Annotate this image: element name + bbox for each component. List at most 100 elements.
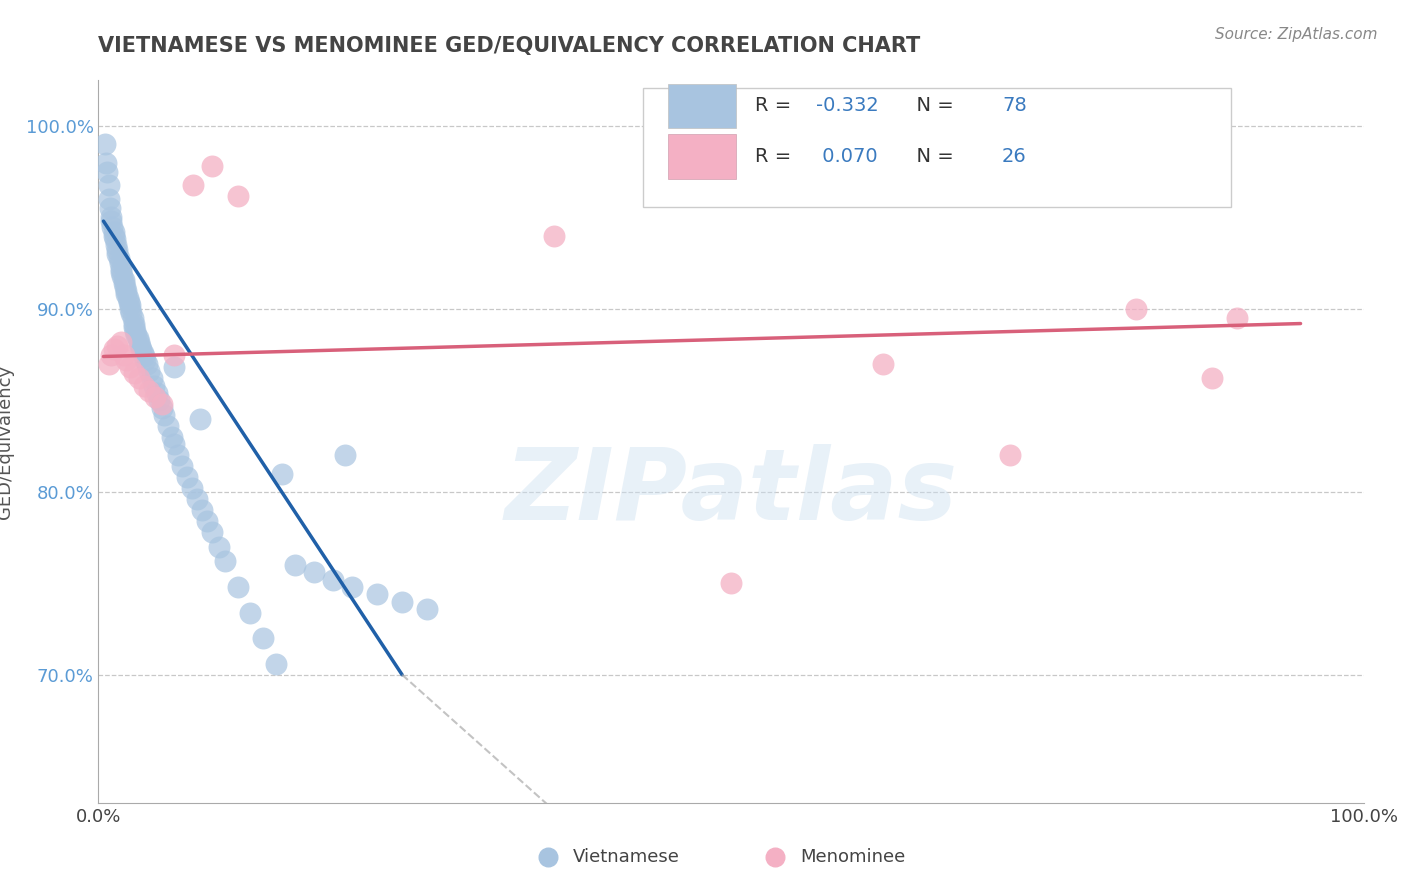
Point [129, 338, 152, 352]
Point [100, 211, 122, 225]
Text: Source: ZipAtlas.com: Source: ZipAtlas.com [1215, 27, 1378, 42]
Point [160, 430, 183, 444]
Point [132, 350, 155, 364]
FancyBboxPatch shape [668, 135, 737, 178]
Point [226, 188, 249, 202]
Point [93, 137, 117, 152]
Point [115, 287, 138, 301]
Point [125, 327, 148, 342]
Y-axis label: GED/Equivalency: GED/Equivalency [0, 365, 14, 518]
Point [97, 357, 120, 371]
Point [264, 657, 287, 671]
Point [138, 384, 160, 399]
Point [186, 492, 208, 507]
Point [201, 159, 224, 173]
Point [107, 251, 129, 265]
Point [163, 437, 186, 451]
Point [170, 459, 193, 474]
Point [100, 348, 122, 362]
Point [132, 378, 155, 392]
Point [120, 305, 142, 319]
Point [110, 265, 132, 279]
Point [122, 317, 145, 331]
Point [195, 514, 218, 528]
Text: -0.332: -0.332 [815, 96, 879, 115]
Point [998, 448, 1021, 462]
Point [391, 594, 413, 608]
Point [114, 280, 136, 294]
Point [145, 386, 167, 401]
Point [321, 573, 344, 587]
Point [416, 602, 439, 616]
Point [340, 580, 363, 594]
Point [110, 334, 132, 349]
Point [335, 448, 357, 462]
Text: N =: N = [904, 96, 960, 115]
Text: VIETNAMESE VS MENOMINEE GED/EQUIVALENCY CORRELATION CHART: VIETNAMESE VS MENOMINEE GED/EQUIVALENCY … [98, 36, 921, 55]
Point [153, 408, 176, 422]
Point [104, 232, 127, 246]
FancyBboxPatch shape [668, 84, 737, 128]
Text: 26: 26 [1002, 147, 1026, 166]
FancyBboxPatch shape [643, 87, 1232, 207]
Point [97, 178, 120, 192]
Point [105, 238, 128, 252]
Point [128, 371, 150, 385]
Point [191, 503, 214, 517]
Point [134, 353, 156, 368]
Point [107, 338, 129, 352]
Point [103, 228, 125, 243]
Point [669, 183, 692, 197]
Point [167, 448, 190, 462]
Point [239, 606, 262, 620]
Text: R =: R = [755, 96, 797, 115]
Point [112, 273, 135, 287]
Point [145, 390, 166, 404]
Point [270, 467, 294, 481]
Point [150, 401, 173, 415]
Point [138, 364, 160, 378]
Text: ZIPatlas: ZIPatlas [505, 443, 957, 541]
Point [1125, 301, 1147, 316]
Point [163, 348, 186, 362]
Point [112, 348, 135, 362]
Point [120, 301, 141, 316]
Point [302, 566, 325, 580]
Point [98, 202, 121, 216]
Point [103, 225, 125, 239]
Point [148, 393, 170, 408]
Point [94, 155, 117, 169]
Point [103, 342, 125, 356]
Point [120, 360, 141, 375]
Point [366, 587, 388, 601]
Point [107, 244, 129, 258]
Point [201, 525, 224, 540]
Point [872, 357, 894, 371]
Point [720, 576, 742, 591]
Text: R =: R = [755, 147, 797, 166]
Point [117, 291, 139, 305]
Point [127, 331, 149, 345]
Text: 0.070: 0.070 [815, 147, 877, 166]
Point [128, 334, 150, 349]
Point [110, 261, 132, 276]
Point [124, 324, 146, 338]
Text: 78: 78 [1002, 96, 1026, 115]
Point [284, 558, 307, 572]
Point [226, 580, 249, 594]
Point [157, 419, 180, 434]
Point [1226, 311, 1249, 326]
Point [112, 277, 135, 291]
Point [118, 294, 141, 309]
Point [214, 554, 236, 568]
Point [115, 284, 138, 298]
Point [163, 360, 186, 375]
Point [208, 540, 231, 554]
Point [252, 631, 274, 645]
Text: N =: N = [904, 147, 960, 166]
Point [181, 481, 204, 495]
Text: Menominee: Menominee [801, 848, 905, 866]
Point [121, 311, 143, 326]
Point [107, 247, 129, 261]
Point [131, 342, 153, 356]
